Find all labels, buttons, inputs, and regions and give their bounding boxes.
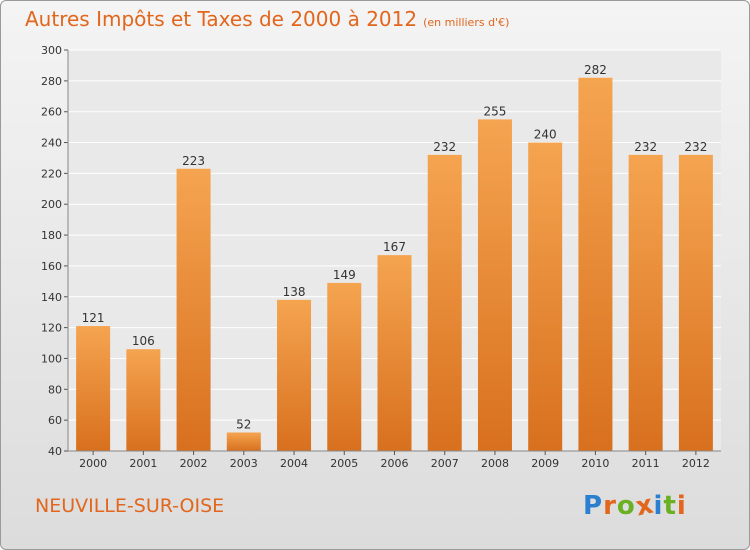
logo-letter: t — [663, 491, 677, 521]
bar-value-label: 138 — [283, 285, 306, 299]
y-tick-label: 200 — [41, 198, 62, 211]
bar-2000 — [76, 326, 111, 451]
logo-letter: i — [676, 491, 687, 521]
chart-title-text: Autres Impôts et Taxes de 2000 à 2012 — [25, 7, 418, 31]
bar-2010 — [578, 77, 613, 451]
proxiti-logo[interactable]: Proxiti — [583, 489, 687, 522]
bar-value-label: 232 — [433, 140, 456, 154]
x-tick-label: 2012 — [682, 457, 710, 470]
bar-value-label: 149 — [333, 268, 356, 282]
bar-value-label: 255 — [484, 104, 507, 118]
x-tick-label: 2011 — [632, 457, 660, 470]
bar-2002 — [176, 168, 211, 451]
y-tick-label: 100 — [41, 352, 62, 365]
x-tick-label: 2000 — [79, 457, 107, 470]
y-tick-label: 300 — [41, 44, 62, 57]
bar-2008 — [477, 119, 512, 452]
chart-title: Autres Impôts et Taxes de 2000 à 2012 (en… — [25, 7, 509, 31]
bar-2009 — [528, 142, 563, 452]
logo-letter: i — [653, 491, 664, 521]
y-tick-label: 180 — [41, 229, 62, 242]
y-tick-label: 240 — [41, 137, 62, 150]
bar-value-label: 223 — [182, 154, 205, 168]
y-tick-label: 220 — [41, 167, 62, 180]
y-tick-label: 80 — [48, 383, 62, 396]
bar-value-label: 121 — [82, 311, 105, 325]
bar-value-label: 167 — [383, 240, 406, 254]
logo-letter: P — [583, 491, 604, 521]
bar-value-label: 52 — [236, 417, 251, 431]
x-tick-label: 2004 — [280, 457, 308, 470]
bar-2003 — [226, 432, 261, 451]
bar-2011 — [628, 154, 663, 451]
y-tick-label: 280 — [41, 75, 62, 88]
logo-letter: r — [603, 491, 617, 521]
y-tick-label: 120 — [41, 322, 62, 335]
y-tick-label: 160 — [41, 260, 62, 273]
bar-2005 — [327, 282, 362, 451]
logo-letter: o — [616, 491, 636, 521]
bar-value-label: 282 — [584, 63, 607, 77]
y-tick-label: 60 — [48, 414, 62, 427]
x-tick-label: 2007 — [431, 457, 459, 470]
bar-2007 — [427, 154, 462, 451]
bar-value-label: 232 — [634, 140, 657, 154]
x-tick-label: 2010 — [581, 457, 609, 470]
bars: 121 106 223 52 138 149 167 232 255 240 282 232 232 — [76, 63, 713, 452]
x-axis: 2000 2001 2002 2003 2004 2005 2006 2007 2008 2009… — [79, 451, 710, 470]
x-tick-label: 2009 — [531, 457, 559, 470]
bar-2001 — [126, 349, 161, 451]
y-tick-label: 260 — [41, 106, 62, 119]
x-tick-label: 2002 — [180, 457, 208, 470]
y-tick-label: 40 — [48, 445, 62, 458]
y-tick-label: 140 — [41, 291, 62, 304]
bar-2006 — [377, 255, 412, 451]
x-tick-label: 2008 — [481, 457, 509, 470]
chart-unit: (en milliers d'€) — [423, 16, 510, 29]
commune-name: NEUVILLE-SUR-OISE — [35, 495, 225, 517]
bar-value-label: 106 — [132, 334, 155, 348]
bar-2012 — [678, 154, 713, 451]
bar-2004 — [277, 299, 312, 451]
bar-value-label: 240 — [534, 128, 557, 142]
x-tick-label: 2006 — [381, 457, 409, 470]
x-tick-label: 2003 — [230, 457, 258, 470]
x-tick-label: 2005 — [330, 457, 358, 470]
x-tick-label: 2001 — [129, 457, 157, 470]
bar-value-label: 232 — [684, 140, 707, 154]
